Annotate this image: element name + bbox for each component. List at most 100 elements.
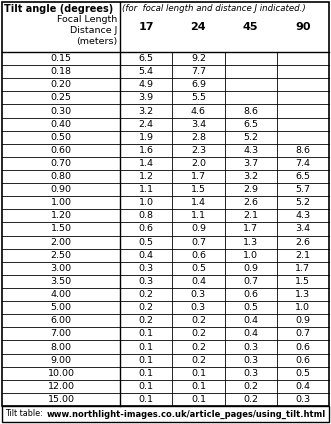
Text: 0.3: 0.3	[243, 343, 258, 351]
Text: 2.1: 2.1	[295, 251, 310, 260]
Text: 0.2: 0.2	[243, 395, 258, 404]
Text: 1.2: 1.2	[139, 172, 154, 181]
Text: 5.7: 5.7	[295, 185, 310, 194]
Text: 2.1: 2.1	[243, 212, 258, 220]
Text: 0.7: 0.7	[295, 329, 310, 338]
Text: 1.7: 1.7	[295, 264, 310, 273]
Text: 0.18: 0.18	[51, 67, 71, 76]
Text: 1.0: 1.0	[139, 198, 154, 207]
Text: 1.1: 1.1	[191, 212, 206, 220]
Text: 0.3: 0.3	[139, 277, 154, 286]
Text: 0.4: 0.4	[139, 251, 154, 260]
Text: 4.6: 4.6	[191, 106, 206, 115]
Text: 0.3: 0.3	[191, 290, 206, 299]
Text: 0.2: 0.2	[191, 343, 206, 351]
Text: 3.9: 3.9	[139, 93, 154, 102]
Text: 3.4: 3.4	[191, 120, 206, 128]
Text: 2.0: 2.0	[191, 159, 206, 168]
Text: 3.2: 3.2	[243, 172, 258, 181]
Text: 0.7: 0.7	[243, 277, 258, 286]
Text: 2.8: 2.8	[191, 133, 206, 142]
Text: 0.3: 0.3	[295, 395, 310, 404]
Text: 0.2: 0.2	[139, 316, 154, 325]
Text: 5.5: 5.5	[191, 93, 206, 102]
Text: 2.6: 2.6	[295, 237, 310, 247]
Text: 1.5: 1.5	[191, 185, 206, 194]
Text: 2.4: 2.4	[139, 120, 154, 128]
Text: 0.2: 0.2	[139, 290, 154, 299]
Text: 1.4: 1.4	[191, 198, 206, 207]
Text: 8.6: 8.6	[243, 106, 258, 115]
Text: 0.6: 0.6	[191, 251, 206, 260]
Text: 3.50: 3.50	[50, 277, 71, 286]
Text: 3.7: 3.7	[243, 159, 258, 168]
Text: 0.3: 0.3	[243, 369, 258, 378]
Text: Tilt table:: Tilt table:	[5, 410, 43, 418]
Text: 0.9: 0.9	[295, 316, 310, 325]
Text: (for  focal length and distance J indicated.): (for focal length and distance J indicat…	[122, 4, 306, 13]
Text: 1.7: 1.7	[191, 172, 206, 181]
Text: 2.00: 2.00	[51, 237, 71, 247]
Text: 0.2: 0.2	[139, 303, 154, 312]
Text: 90: 90	[295, 22, 310, 32]
Text: 2.50: 2.50	[51, 251, 71, 260]
Text: 2.9: 2.9	[243, 185, 258, 194]
Text: 0.9: 0.9	[191, 224, 206, 234]
Text: 0.2: 0.2	[243, 382, 258, 391]
Text: 1.0: 1.0	[243, 251, 258, 260]
Text: 24: 24	[191, 22, 206, 32]
Text: 1.3: 1.3	[243, 237, 258, 247]
Text: 6.5: 6.5	[243, 120, 258, 128]
Text: 1.6: 1.6	[139, 146, 154, 155]
Text: 0.5: 0.5	[191, 264, 206, 273]
Text: 0.2: 0.2	[191, 329, 206, 338]
Text: 0.1: 0.1	[139, 356, 154, 365]
Text: 1.0: 1.0	[295, 303, 310, 312]
Text: 3.4: 3.4	[295, 224, 310, 234]
Text: 0.4: 0.4	[295, 382, 310, 391]
Text: 2.3: 2.3	[191, 146, 206, 155]
Text: 0.2: 0.2	[191, 356, 206, 365]
Text: (meters): (meters)	[76, 37, 117, 46]
Text: 0.90: 0.90	[51, 185, 71, 194]
Text: 0.5: 0.5	[139, 237, 154, 247]
Text: 6.00: 6.00	[51, 316, 71, 325]
Text: 0.7: 0.7	[191, 237, 206, 247]
Text: 0.4: 0.4	[243, 329, 258, 338]
Text: 9.2: 9.2	[191, 54, 206, 63]
Text: Distance J: Distance J	[70, 26, 117, 35]
Text: 3.00: 3.00	[50, 264, 71, 273]
Text: 6.5: 6.5	[139, 54, 154, 63]
Text: 5.2: 5.2	[295, 198, 310, 207]
Text: 1.00: 1.00	[51, 198, 71, 207]
Text: 0.80: 0.80	[51, 172, 71, 181]
Text: 0.60: 0.60	[51, 146, 71, 155]
Text: 0.20: 0.20	[51, 80, 71, 89]
Text: 0.40: 0.40	[51, 120, 71, 128]
Text: 0.3: 0.3	[243, 356, 258, 365]
Text: 0.6: 0.6	[243, 290, 258, 299]
Text: 1.7: 1.7	[243, 224, 258, 234]
Text: 0.2: 0.2	[191, 316, 206, 325]
Text: 0.8: 0.8	[139, 212, 154, 220]
Text: 0.3: 0.3	[191, 303, 206, 312]
Text: 8.00: 8.00	[51, 343, 71, 351]
Text: 0.5: 0.5	[243, 303, 258, 312]
Text: 17: 17	[138, 22, 154, 32]
Text: 0.1: 0.1	[139, 369, 154, 378]
Text: 7.4: 7.4	[295, 159, 310, 168]
Text: 0.25: 0.25	[51, 93, 71, 102]
Text: 0.1: 0.1	[139, 343, 154, 351]
Text: 1.1: 1.1	[139, 185, 154, 194]
Text: 1.4: 1.4	[139, 159, 154, 168]
Text: 0.50: 0.50	[51, 133, 71, 142]
Text: 0.4: 0.4	[191, 277, 206, 286]
Text: 0.9: 0.9	[243, 264, 258, 273]
Text: 0.6: 0.6	[295, 343, 310, 351]
Text: 0.4: 0.4	[243, 316, 258, 325]
Text: www.northlight-images.co.uk/article_pages/using_tilt.html: www.northlight-images.co.uk/article_page…	[47, 410, 326, 418]
Text: 0.1: 0.1	[191, 382, 206, 391]
Text: 5.2: 5.2	[243, 133, 258, 142]
Text: 4.3: 4.3	[243, 146, 258, 155]
Text: 5.4: 5.4	[139, 67, 154, 76]
